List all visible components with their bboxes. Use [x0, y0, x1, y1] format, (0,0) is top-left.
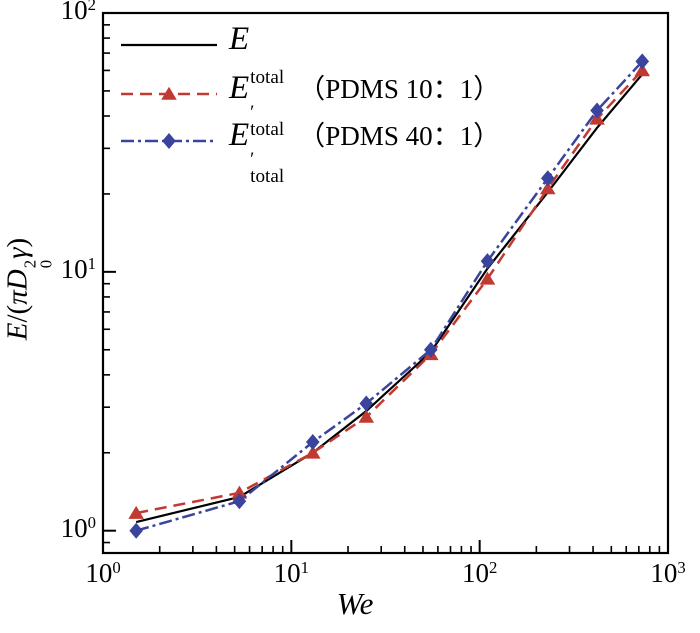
legend-line-sample	[121, 133, 217, 149]
y-label-open-paren: /(	[1, 304, 34, 323]
x-tick-label-1e3: 103	[650, 557, 686, 588]
y-axis-ticks	[103, 12, 116, 544]
y-label-pi: π	[1, 290, 34, 305]
triangle-marker-icon	[304, 445, 321, 459]
diamond-marker-icon	[423, 341, 438, 358]
triangle-marker-icon	[634, 63, 651, 77]
triangle-marker-icon	[161, 86, 177, 100]
x-axis-label: We	[336, 586, 374, 621]
triangle-marker-icon	[231, 485, 248, 499]
y-label-sub: 0	[36, 259, 56, 269]
diamond-marker-icon	[480, 253, 495, 270]
diamond-marker-icon	[129, 522, 143, 539]
y-label-E: E	[1, 322, 34, 341]
diamond-marker-icon	[590, 102, 604, 119]
y-axis-label: E/(πD 2 0 γ)	[1, 237, 56, 341]
y-tick-label-1e1: 101	[60, 253, 96, 284]
triangle-marker-icon	[479, 271, 496, 285]
y-tick-label-1e0: 100	[60, 512, 96, 543]
legend-line-sample	[121, 43, 217, 47]
triangle-marker-icon	[128, 505, 144, 519]
diamond-marker-icon	[540, 170, 555, 187]
legend-label: E ′ total （PDMS 10：1）	[229, 70, 501, 141]
triangle-marker-icon	[539, 181, 556, 195]
y-label-close-paren: )	[1, 237, 34, 248]
series-e-total-pdms-40-1-line	[135, 60, 644, 532]
diamond-marker-icon	[635, 53, 650, 70]
y-label-gamma: γ	[1, 247, 34, 259]
diamond-marker-icon	[359, 395, 374, 412]
y-label-D: D	[1, 269, 34, 291]
x-tick-label-1e0: 100	[85, 557, 121, 588]
series-e-total-pdms-40-1-markers	[129, 53, 650, 539]
y-tick-label-1e2: 102	[60, 0, 96, 25]
diamond-marker-icon	[232, 493, 247, 510]
x-axis-ticks	[102, 540, 669, 553]
x-tick-label-1e1: 101	[273, 557, 310, 588]
legend-line-sample	[121, 86, 217, 100]
diamond-marker-icon	[162, 133, 176, 149]
diamond-marker-icon	[305, 434, 320, 451]
x-tick-label-1e2: 102	[461, 557, 498, 588]
legend-label: E ′ total （PDMS 40：1）	[229, 117, 501, 188]
triangle-marker-icon	[358, 409, 375, 423]
